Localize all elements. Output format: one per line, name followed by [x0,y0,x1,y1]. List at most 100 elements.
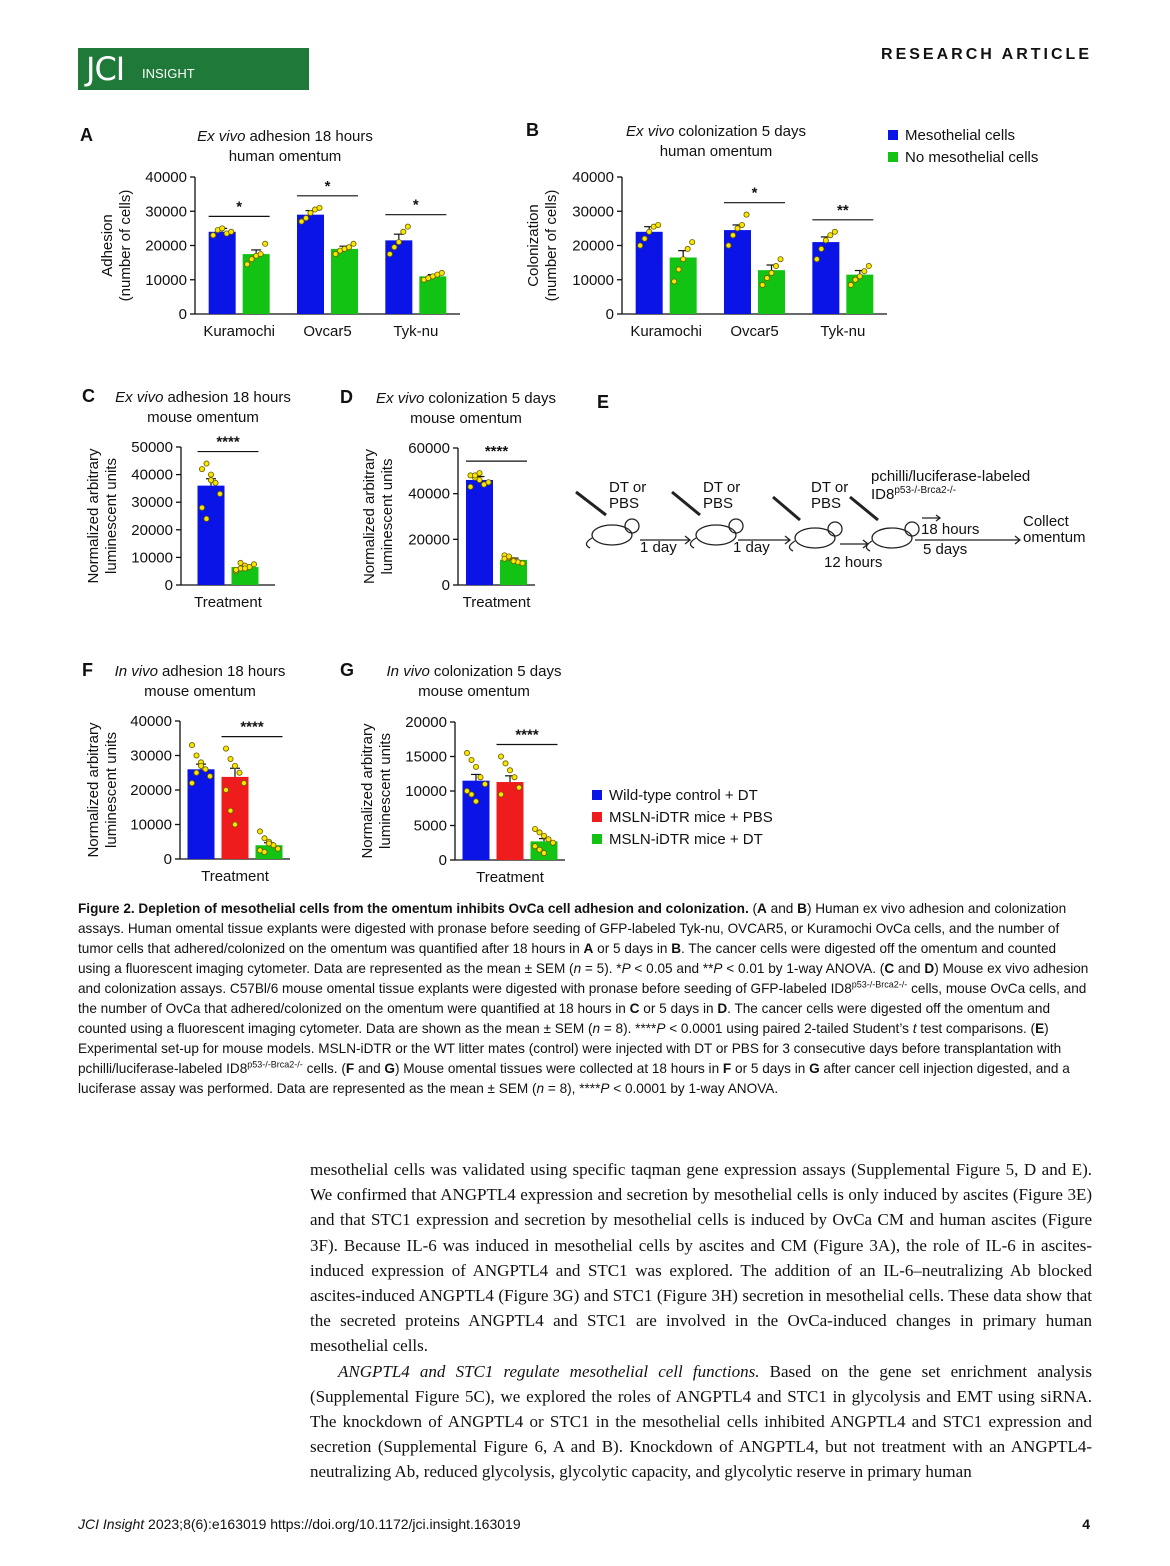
data-point [463,788,470,795]
y-axis-label: luminescent units [103,732,120,848]
interval: 1 day [640,539,677,556]
text-run: G [809,1061,820,1076]
text-run: P [621,961,631,976]
cell-line-name: ID8 [871,486,894,503]
data-point [510,558,517,565]
data-point [541,832,548,839]
legend-swatch [888,130,898,140]
data-point [725,242,732,249]
data-point [468,791,475,798]
data-point [865,263,872,270]
text-run: or 5 days in [639,1001,718,1016]
legend-swatch [592,834,602,844]
y-axis-label: Adhesion [99,214,116,277]
y-axis-label: luminescent units [379,459,396,575]
text-run: ) Mouse ex vivo adhesion and colonizatio… [78,961,1089,996]
data-point [818,245,825,252]
data-point [302,215,309,222]
data-point [476,476,483,483]
chart-subtitle: mouse omentum [410,410,522,427]
cell-line-sup: p53-/-Brca2-/- [894,485,956,496]
text-run: C [629,1001,640,1016]
step-label: PBS [609,495,639,512]
cells: pchilli/luciferase-labeled [871,468,1030,485]
data-point [332,251,339,258]
data-point [307,209,314,216]
figure: E DT or PBS DT or PBS DT or PBS 1 day 1 … [80,120,1086,886]
data-point [477,774,484,781]
data-point [856,273,863,280]
y-axis-label: Normalized arbitrary [361,448,378,584]
data-point [212,479,219,486]
text-run: cells. ( [302,1061,346,1076]
data-point [519,560,526,567]
data-point [532,825,539,832]
data-point [773,263,780,270]
significance: **** [240,719,264,736]
data-point [261,849,268,856]
text-run: n [536,1081,545,1096]
y-tick-label: 40000 [131,467,173,484]
legend-label: MSLN-iDTR mice + DT [609,831,763,848]
mouse [689,518,744,549]
data-point [316,204,323,211]
x-tick-label: Ovcar5 [730,323,778,340]
y-tick-label: 20000 [405,714,447,731]
text-run: = 5). * [581,961,622,976]
data-point [684,245,691,252]
bar [466,479,493,585]
data-point [730,232,737,239]
data-point [231,762,238,769]
duration: 5 days [923,541,967,558]
x-tick-label: Treatment [194,594,263,611]
text-run: and [354,1061,385,1076]
data-point [203,515,210,522]
title-text: colonization 5 days [434,663,562,680]
significance: **** [216,434,240,451]
y-tick-label: 20000 [130,782,172,799]
data-point [298,218,305,225]
significance: * [752,185,758,202]
data-point [236,769,243,776]
data-point [391,244,398,251]
text-run: F [722,1061,732,1076]
data-point [395,239,402,246]
data-point [237,559,244,566]
data-point [536,846,543,853]
data-point [210,232,217,239]
data-point [241,565,248,572]
data-point [386,251,393,258]
panel-label: G [340,660,354,680]
data-point [256,828,263,835]
text-run: n [592,1021,601,1036]
arrow [640,535,692,545]
significance: * [325,178,331,195]
text-run: < 0.01 by 1-way ANOVA. ( [722,961,885,976]
y-axis-label: luminescent units [377,733,394,849]
text-run: P [600,1081,610,1096]
data-point [232,566,239,573]
data-point [265,840,272,847]
data-point [641,235,648,242]
mouse [865,521,920,552]
data-point [550,839,557,846]
data-point [202,766,209,773]
legend-label: Wild-type control + DT [609,787,758,804]
data-point [193,769,200,776]
step-label: DT or [811,479,848,496]
panel-label: E [597,392,609,412]
legend-label: MSLN-iDTR mice + PBS [609,809,773,826]
chart-title: Ex vivo adhesion 18 hours [115,389,291,406]
y-tick-label: 5000 [414,818,447,835]
y-tick-label: 0 [165,577,173,594]
text-run: P [656,1021,666,1036]
title-italic: In vivo [387,663,430,680]
chart-title: Ex vivo colonization 5 days [626,123,806,140]
interval: 1 day [733,539,770,556]
data-point [262,240,269,247]
data-point [219,225,226,232]
text-run: P [713,961,723,976]
y-axis-label: Normalized arbitrary [85,448,102,584]
step-label: PBS [703,495,733,512]
x-tick-label: Kuramochi [203,323,275,340]
